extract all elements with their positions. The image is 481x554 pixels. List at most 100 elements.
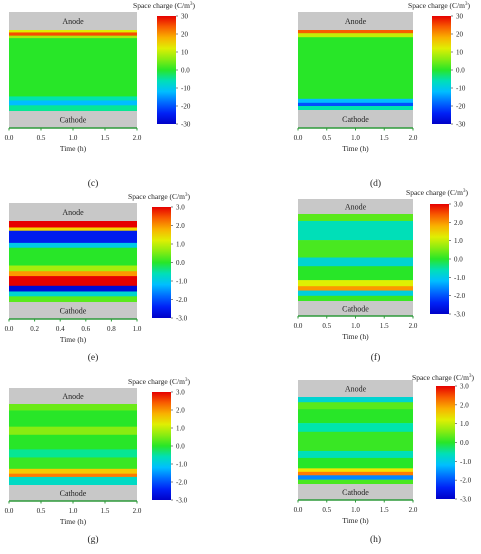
- colorbar-tick-label: 3.0: [176, 204, 185, 212]
- colorbar-tick-label: 1.0: [176, 241, 185, 249]
- colorbar-title: Space charge (C/m3): [408, 1, 470, 10]
- heatmap-band-1: [9, 32, 137, 36]
- heatmap-band-1: [298, 33, 413, 38]
- panel-caption: (g): [87, 534, 98, 545]
- heatmap-band-3: [9, 242, 137, 249]
- colorbar: [436, 386, 455, 499]
- heatmap-band-10: [9, 296, 137, 303]
- x-tick-label: 0.5: [322, 134, 331, 142]
- heatmap-band-4: [298, 266, 413, 281]
- heatmap-band-5: [298, 280, 413, 287]
- heatmap-band-5: [298, 450, 413, 459]
- colorbar-tick-label: 3.0: [460, 383, 469, 391]
- heatmap-band-1: [9, 227, 137, 232]
- heatmap-band-5: [9, 265, 137, 272]
- x-tick-label: 0.4: [56, 325, 65, 333]
- colorbar: [430, 204, 449, 314]
- colorbar-title-superscript: 3: [463, 189, 466, 194]
- colorbar-title-end: ): [187, 377, 190, 386]
- colorbar-tick-label: -3.0: [176, 497, 188, 505]
- colorbar: [152, 392, 171, 500]
- colorbar-tick-label: 20: [181, 31, 189, 39]
- colorbar-title-end: ): [467, 1, 470, 10]
- colorbar-title-superscript: 3: [469, 374, 472, 379]
- heatmap-band-4: [298, 102, 413, 107]
- colorbar-title-end: ): [187, 192, 190, 201]
- heatmap-band-2: [298, 240, 413, 258]
- heatmap-band-8: [9, 476, 137, 486]
- cathode-block: [298, 301, 413, 316]
- colorbar-tick-label: 1.0: [176, 425, 185, 433]
- x-tick-label: 1.0: [69, 507, 78, 515]
- colorbar-tick-label: 2.0: [460, 401, 469, 409]
- colorbar-title-end: ): [192, 1, 195, 10]
- heatmap-band-0: [298, 214, 413, 222]
- heatmap-band-6: [298, 286, 413, 291]
- heatmap-band-7: [9, 276, 137, 287]
- panel-caption: (e): [88, 352, 99, 363]
- panel-c: Anode Cathode 0.0 0.5 1.0 1.5 2.0 Time (h) 30 20 1…: [5, 1, 196, 189]
- colorbar-tick-label: -10: [456, 85, 466, 93]
- heatmap-band-4: [9, 96, 137, 101]
- colorbar: [152, 207, 171, 318]
- heatmap-band-6: [9, 271, 137, 277]
- colorbar-tick-label: -2.0: [176, 479, 188, 487]
- colorbar-tick-label: 2.0: [176, 222, 185, 230]
- cathode-label: Cathode: [342, 115, 369, 124]
- x-tick-label: 0.5: [37, 507, 46, 515]
- colorbar-title-main: Space charge (C/m: [133, 1, 190, 10]
- colorbar: [157, 16, 176, 124]
- anode-label: Anode: [62, 392, 84, 401]
- colorbar-tick-label: 1.0: [454, 237, 463, 245]
- panel-caption: (d): [370, 178, 381, 189]
- cathode-block: [298, 110, 413, 128]
- panel-h: Anode Cathode 0.0 0.5 1.0 1.5 2.0 Time (h) 3.0 2.…: [294, 373, 475, 545]
- x-tick-label: 0.2: [30, 325, 39, 333]
- anode-block: [9, 12, 137, 30]
- heatmap-band-5: [298, 106, 413, 111]
- colorbar-tick-label: 3.0: [454, 201, 463, 209]
- colorbar-tick-label: 2.0: [454, 219, 463, 227]
- colorbar-tick-label: -3.0: [176, 315, 188, 323]
- colorbar-tick-label: -2.0: [176, 296, 188, 304]
- colorbar-tick-label: -20: [181, 103, 191, 111]
- colorbar-title-main: Space charge (C/m: [406, 188, 463, 197]
- x-tick-label: 2.0: [133, 134, 142, 142]
- colorbar-title: Space charge (C/m3): [133, 1, 195, 10]
- panel-d: Anode Cathode 0.0 0.5 1.0 1.5 2.0 Time (h) 30 20 1…: [294, 1, 471, 189]
- colorbar-tick-label: -20: [456, 103, 466, 111]
- colorbar-tick-label: -1.0: [176, 278, 188, 286]
- colorbar-title-superscript: 3: [185, 378, 188, 383]
- colorbar-title-superscript: 3: [465, 2, 468, 7]
- anode-block: [9, 203, 137, 221]
- heatmap-band-7: [298, 290, 413, 297]
- colorbar-tick-label: 10: [181, 49, 189, 57]
- x-tick-label: 1.5: [380, 506, 389, 514]
- heatmap-band-7: [298, 468, 413, 473]
- x-tick-label: 0.6: [81, 325, 90, 333]
- x-tick-label: 1.5: [380, 134, 389, 142]
- colorbar-title-superscript: 3: [190, 2, 193, 7]
- heatmap-band-0: [9, 221, 137, 228]
- anode-label: Anode: [345, 203, 367, 212]
- colorbar-title-main: Space charge (C/m: [128, 192, 185, 201]
- x-axis-title: Time (h): [342, 516, 369, 525]
- colorbar-title-end: ): [465, 188, 468, 197]
- heatmap-band-6: [9, 468, 137, 474]
- x-tick-label: 0.5: [37, 134, 46, 142]
- heatmap-band-9: [298, 475, 413, 480]
- heatmap-band-3: [298, 423, 413, 433]
- cathode-label: Cathode: [60, 489, 87, 498]
- colorbar-tick-label: -1.0: [176, 461, 188, 469]
- x-axis-title: Time (h): [342, 332, 369, 341]
- colorbar-tick-label: -3.0: [454, 311, 466, 319]
- colorbar-tick-label: 30: [456, 13, 464, 21]
- x-tick-label: 0.8: [107, 325, 116, 333]
- colorbar-tick-label: 0.0: [460, 439, 469, 447]
- anode-label: Anode: [62, 208, 84, 217]
- heatmap-band-3: [298, 98, 413, 104]
- x-tick-label: 2.0: [133, 507, 142, 515]
- heatmap-band-4: [9, 247, 137, 266]
- heatmap-band-8: [298, 295, 413, 302]
